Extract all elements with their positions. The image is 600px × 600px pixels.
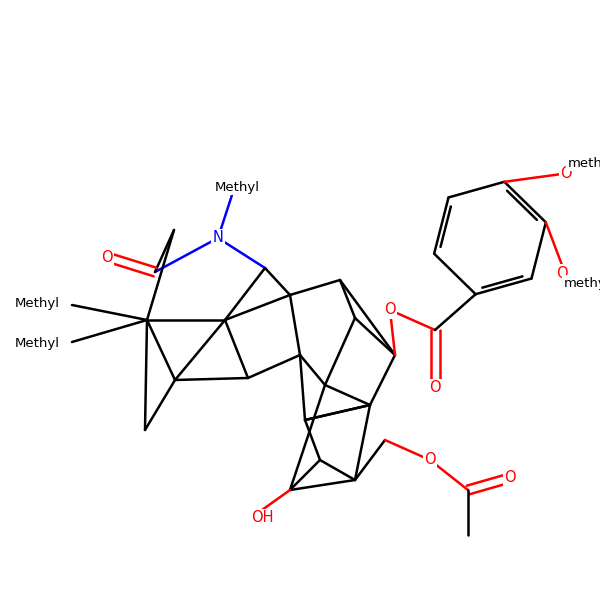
Text: N: N <box>212 230 223 245</box>
Text: O: O <box>429 380 441 395</box>
Text: Methyl: Methyl <box>215 181 260 193</box>
Text: methyl: methyl <box>568 157 600 169</box>
Text: Methyl: Methyl <box>15 337 60 349</box>
Text: O: O <box>384 302 396 317</box>
Text: O: O <box>101 250 113 265</box>
Text: O: O <box>424 452 436 467</box>
Text: Methyl: Methyl <box>15 298 60 311</box>
Text: methyl: methyl <box>564 277 600 289</box>
Text: OH: OH <box>251 511 273 526</box>
Text: O: O <box>504 470 516 485</box>
Text: O: O <box>560 166 572 181</box>
Text: O: O <box>556 265 568 280</box>
